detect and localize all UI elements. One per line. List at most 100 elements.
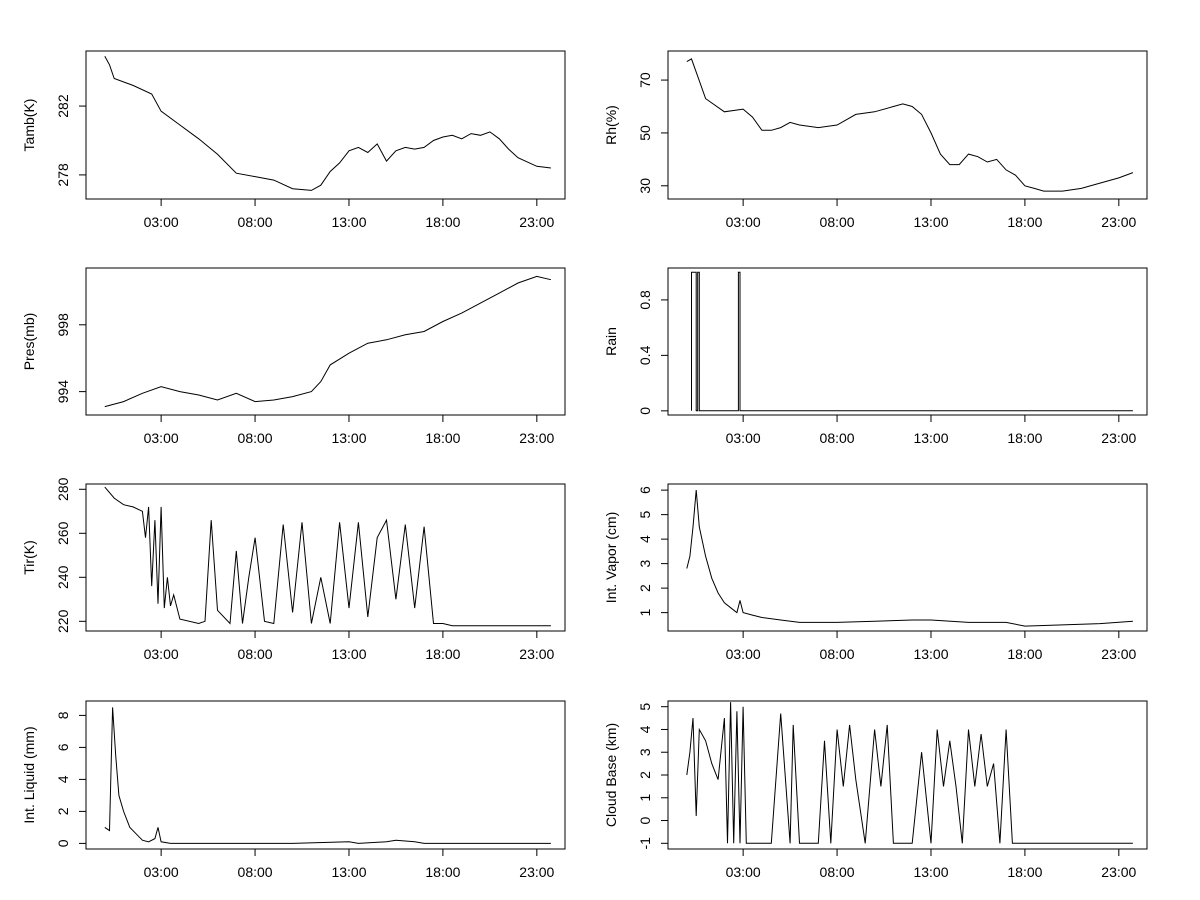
x-tick-label: 23:00 (1101, 864, 1136, 880)
x-tick-label: 23:00 (1101, 214, 1136, 230)
x-tick-label: 03:00 (726, 864, 761, 880)
y-tick-label: 5 (637, 511, 653, 519)
y-axis-label: Tamb(K) (21, 99, 37, 152)
x-tick-label: 13:00 (331, 646, 366, 662)
y-tick-label: 3 (637, 748, 653, 756)
panel-1: 03:00 08:00 13:00 18:00 23:00 30 50 70 Rh(%) (603, 50, 1148, 230)
y-tick-label: 2 (637, 584, 653, 592)
plot-frame (667, 267, 1148, 416)
x-tick-label: 18:00 (425, 214, 460, 230)
y-axis-label: Rain (603, 327, 619, 356)
series-line (686, 490, 1133, 627)
x-tick-label: 08:00 (820, 214, 855, 230)
plot-frame (85, 483, 566, 632)
x-tick-label: 13:00 (331, 864, 366, 880)
x-tick-label: 03:00 (144, 214, 179, 230)
y-axis-label: Cloud Base (km) (603, 723, 619, 827)
plot-frame (85, 50, 566, 200)
y-tick-label: 0.4 (637, 345, 653, 365)
x-tick-label: 13:00 (913, 214, 948, 230)
plot-frame (667, 50, 1148, 200)
x-tick-label: 03:00 (144, 430, 179, 446)
y-tick-label: 30 (637, 178, 653, 194)
panel-3: 03:00 08:00 13:00 18:00 23:00 0 0.4 0.8 Rain (603, 267, 1148, 446)
y-tick-label: 0 (55, 839, 71, 847)
x-tick-label: 23:00 (519, 214, 554, 230)
y-tick-label: 50 (637, 125, 653, 141)
x-tick-label: 08:00 (238, 430, 273, 446)
series-line (104, 486, 551, 627)
series-line (686, 702, 1133, 844)
series-line (691, 271, 1133, 412)
y-axis-label: Int. Vapor (cm) (603, 512, 619, 604)
x-tick-label: 08:00 (820, 646, 855, 662)
panel-6: 03:00 08:00 13:00 18:00 23:00 0 2 4 6 8 Int. Liqui… (21, 700, 566, 880)
y-axis-label: Pres(mb) (21, 313, 37, 371)
y-tick-label: 278 (55, 163, 71, 187)
y-tick-label: 282 (55, 94, 71, 118)
x-tick-label: 18:00 (425, 430, 460, 446)
x-tick-label: 18:00 (1007, 646, 1042, 662)
y-tick-label: 6 (55, 743, 71, 751)
y-tick-label: 4 (55, 775, 71, 783)
x-tick-label: 13:00 (913, 864, 948, 880)
x-tick-label: 13:00 (913, 646, 948, 662)
x-tick-label: 03:00 (726, 430, 761, 446)
x-tick-label: 23:00 (519, 430, 554, 446)
panel-7: 03:00 08:00 13:00 18:00 23:00 -1 0 1 2 3 4 5 Cloud B… (603, 700, 1148, 880)
y-tick-label: 998 (55, 313, 71, 337)
x-tick-label: 23:00 (519, 646, 554, 662)
x-tick-label: 18:00 (1007, 430, 1042, 446)
y-tick-label: 994 (55, 380, 71, 404)
y-tick-label: 6 (637, 486, 653, 494)
series-line (104, 55, 551, 191)
panel-5: 03:00 08:00 13:00 18:00 23:00 1 2 3 4 5 6 Int. Vapo… (603, 483, 1148, 662)
y-tick-label: 1 (637, 794, 653, 802)
panel-2: 03:00 08:00 13:00 18:00 23:00 994 998 Pres(mb) (21, 267, 566, 446)
y-axis-label: Int. Liquid (mm) (21, 726, 37, 823)
x-tick-label: 13:00 (331, 214, 366, 230)
y-axis-label: Tir(K) (21, 540, 37, 574)
x-tick-label: 23:00 (519, 864, 554, 880)
y-tick-label: -1 (637, 837, 653, 850)
x-tick-label: 18:00 (1007, 214, 1042, 230)
x-tick-label: 13:00 (913, 430, 948, 446)
x-tick-label: 13:00 (331, 430, 366, 446)
plot-frame (85, 267, 566, 416)
y-tick-label: 2 (637, 771, 653, 779)
y-tick-label: 5 (637, 703, 653, 711)
y-tick-label: 4 (637, 725, 653, 733)
x-tick-label: 08:00 (238, 646, 273, 662)
y-tick-label: 240 (55, 565, 71, 589)
y-tick-label: 8 (55, 711, 71, 719)
x-tick-label: 23:00 (1101, 646, 1136, 662)
y-tick-label: 280 (55, 477, 71, 501)
y-tick-label: 2 (55, 807, 71, 815)
x-tick-label: 18:00 (1007, 864, 1042, 880)
y-tick-label: 0 (637, 407, 653, 415)
x-tick-label: 03:00 (726, 646, 761, 662)
x-tick-label: 08:00 (820, 864, 855, 880)
x-tick-label: 08:00 (820, 430, 855, 446)
panel-4: 03:00 08:00 13:00 18:00 23:00 220 240 260 280 Tir… (21, 477, 566, 662)
y-tick-label: 0.8 (637, 290, 653, 310)
y-tick-label: 70 (637, 72, 653, 88)
series-line (686, 58, 1134, 192)
x-tick-label: 08:00 (238, 214, 273, 230)
x-tick-label: 03:00 (144, 646, 179, 662)
plot-frame (667, 483, 1148, 632)
y-tick-label: 1 (637, 609, 653, 617)
y-axis-label: Rh(%) (603, 105, 619, 145)
panel-0: 03:00 08:00 13:00 18:00 23:00 278 282 Tamb(K) (21, 50, 566, 230)
series-line (104, 275, 552, 408)
x-tick-label: 03:00 (144, 864, 179, 880)
y-tick-label: 220 (55, 609, 71, 633)
x-tick-label: 03:00 (726, 214, 761, 230)
y-tick-label: 260 (55, 521, 71, 545)
y-tick-label: 4 (637, 535, 653, 543)
x-tick-label: 18:00 (425, 646, 460, 662)
x-tick-label: 08:00 (238, 864, 273, 880)
x-tick-label: 23:00 (1101, 430, 1136, 446)
series-line (104, 707, 551, 844)
